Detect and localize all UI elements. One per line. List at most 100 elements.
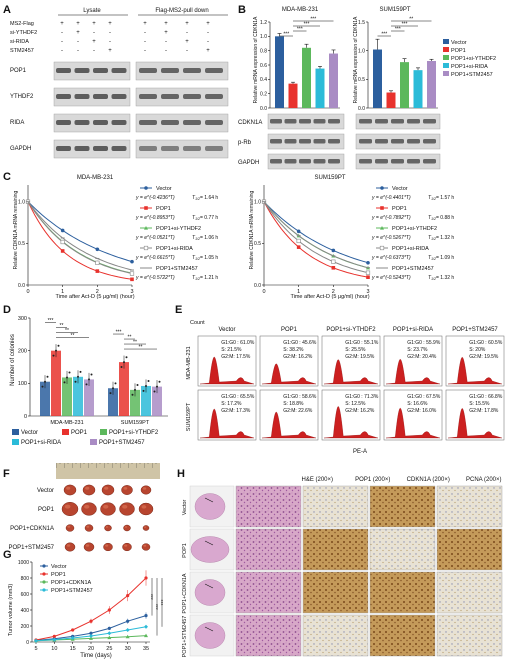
d-bar xyxy=(73,376,83,416)
e-histogram xyxy=(199,356,255,385)
e-stat: G2:M: 16.2% xyxy=(345,408,375,414)
d-dot xyxy=(44,380,46,383)
b-band xyxy=(375,139,388,144)
c-legend-mark xyxy=(379,245,385,251)
h-col-header: H&E (200×) xyxy=(301,477,333,483)
c-legend-eq: y = e^(-0.8953*T) xyxy=(135,215,175,221)
a-mark: + xyxy=(164,30,168,36)
f-tumor xyxy=(83,542,95,552)
g-point xyxy=(144,624,148,629)
g-point xyxy=(52,634,56,639)
g-legend-mark xyxy=(42,564,46,568)
g-point xyxy=(107,608,111,612)
d-dot xyxy=(46,375,49,378)
d-dot xyxy=(77,375,79,378)
a-mark: - xyxy=(207,39,209,45)
f-tumor-highlight xyxy=(67,525,71,528)
a-band xyxy=(183,94,201,99)
d-dot xyxy=(112,387,114,390)
g-legend-label: POP1 xyxy=(51,572,66,578)
c-thalf-sub: 1/2 xyxy=(195,257,200,261)
h-row-label: POP1+CDKN1A xyxy=(182,573,188,614)
e-stat: S: 23.7% xyxy=(407,347,428,353)
a-blot-pulldown xyxy=(135,113,229,133)
ruler xyxy=(56,463,160,479)
a-band xyxy=(74,146,90,151)
a-band xyxy=(139,68,157,73)
d-ytick-label: 100 xyxy=(18,381,27,387)
b-star: *** xyxy=(395,27,401,33)
d-ytick-label: 300 xyxy=(18,316,27,322)
g-legend-label: Vector xyxy=(51,564,67,570)
d-legend-label: POP1+STM2457 xyxy=(99,440,145,446)
b-band xyxy=(299,159,311,164)
b-legend: Vector POP1 POP1+si-YTHDF2 POP1+si-RIDA POP1… xyxy=(443,39,496,78)
a-mark: - xyxy=(165,39,167,45)
g-legend-mark xyxy=(42,580,46,584)
a-mark: + xyxy=(185,21,189,27)
g-ylabel: Tumor volume (mm3) xyxy=(8,584,14,637)
a-mark: - xyxy=(61,39,63,45)
western-blots-b: CDKN1A p-Rb GAPDH xyxy=(238,113,441,170)
b-band xyxy=(391,139,404,144)
c-legend-name: Vector xyxy=(392,186,408,192)
a-band xyxy=(74,68,90,73)
e-stat: G1:G0 : 60.5% xyxy=(469,340,503,346)
c-point xyxy=(95,260,100,265)
b-band xyxy=(299,119,311,124)
a-mark: + xyxy=(108,48,112,54)
e-stat: S: 16.6% xyxy=(407,401,428,407)
c-legend-thalf-value: = 1.32 h xyxy=(436,275,454,281)
f-tumor xyxy=(122,542,132,552)
e-stat: S: 15.5% xyxy=(469,401,490,407)
c-legend-eq: y = e^(-0.5722*T) xyxy=(135,275,175,281)
b-star: *** xyxy=(381,32,387,38)
g-point xyxy=(89,631,93,635)
f-tumor-highlight xyxy=(85,486,90,490)
g-point xyxy=(144,614,148,618)
a-band xyxy=(139,120,157,125)
a-band xyxy=(111,94,127,99)
a-mark: + xyxy=(92,21,96,27)
a-blot-lysate xyxy=(53,61,131,81)
c-point xyxy=(130,277,134,282)
f-tumor-rows: Vector POP1 POP1+CDKN1A POP1+STM2457 xyxy=(8,484,154,552)
c-curve xyxy=(263,201,369,264)
d-dot xyxy=(88,378,90,381)
c-thalf-sub: 1/2 xyxy=(431,257,436,261)
f-tumor xyxy=(82,484,96,496)
c-thalf-sub: 1/2 xyxy=(195,277,200,281)
c-point xyxy=(129,271,135,276)
b-bar xyxy=(400,62,409,108)
h-micrograph xyxy=(302,528,369,571)
h-row-label: Vector xyxy=(182,500,188,516)
a-mark: - xyxy=(77,48,79,54)
c-legend-eq: y = e^(-0.4236*T) xyxy=(135,195,175,201)
e-cell-frame xyxy=(259,389,319,441)
h-section xyxy=(190,536,230,563)
a-mark: + xyxy=(206,48,210,54)
g-ytick-label: 400 xyxy=(21,608,30,614)
b-ytick-label: 0.5 xyxy=(358,77,365,83)
g-point xyxy=(89,634,93,638)
f-tumor-highlight xyxy=(124,544,128,547)
d-legend-swatch xyxy=(90,439,97,445)
b-band xyxy=(359,119,372,124)
a-mark: - xyxy=(207,30,209,36)
e-stat: S: 38.2% xyxy=(283,347,304,353)
a-mark: - xyxy=(165,48,167,54)
e-stat: G2:M: 17.5% xyxy=(221,354,251,360)
f-tumor-highlight xyxy=(85,544,90,547)
f-tumor-highlight xyxy=(142,487,147,490)
d-legend-label: POP1+si-YTHDF2 xyxy=(109,430,159,436)
g-xtick-label: 25 xyxy=(106,646,112,652)
c-curve xyxy=(27,201,133,274)
b-band xyxy=(299,139,311,144)
f-tumor xyxy=(142,525,150,531)
b-band xyxy=(359,159,372,164)
a-band xyxy=(205,68,223,73)
a-mark: + xyxy=(206,21,210,27)
b-ytick-label: 0.4 xyxy=(260,77,267,83)
b-bar xyxy=(386,92,396,108)
d-bar xyxy=(62,377,72,416)
